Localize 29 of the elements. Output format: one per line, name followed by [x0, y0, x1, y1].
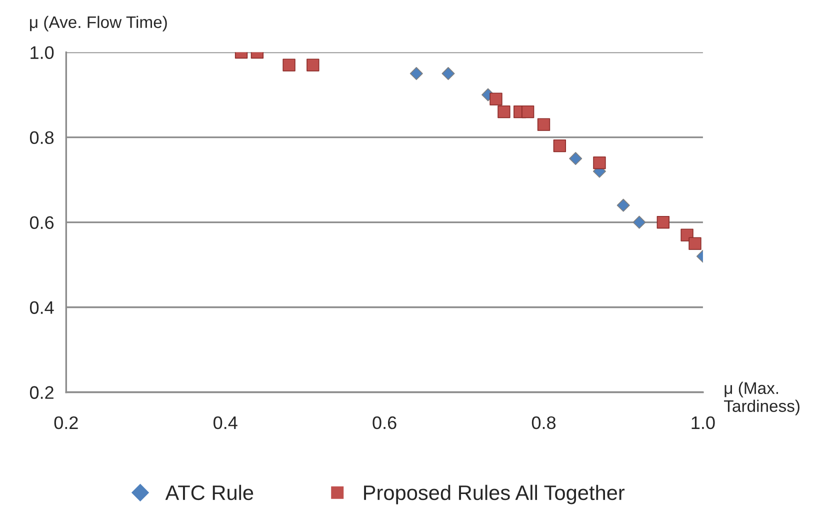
x-tick-label: 0.4	[214, 416, 238, 430]
point	[593, 156, 606, 170]
x-tick-label: 1.0	[692, 416, 715, 430]
y-tick-label: 0.2	[30, 386, 54, 399]
y-tick-label: 0.8	[30, 131, 54, 144]
point	[553, 139, 566, 152]
point	[632, 216, 646, 229]
y-tick-label: 0.4	[30, 301, 54, 314]
x-tick-label: 0.2	[54, 416, 78, 430]
y-axis-title: μ (Ave. Flow Time)	[30, 16, 167, 32]
x-axis-title: μ (Max. Tardiness)	[724, 382, 800, 416]
point	[656, 216, 670, 229]
y-tick-label: 0.6	[30, 216, 54, 229]
point	[306, 58, 320, 72]
point	[688, 237, 702, 250]
point	[410, 67, 423, 80]
point	[537, 118, 550, 131]
point	[521, 105, 534, 118]
legend-label: Proposed Rules All Together	[364, 484, 625, 504]
point	[569, 152, 582, 166]
y-tick-label: 1.0	[30, 46, 54, 60]
x-tick-label: 0.6	[372, 416, 396, 430]
x-tick-label: 0.8	[532, 416, 556, 430]
point	[490, 92, 502, 106]
point	[616, 198, 630, 212]
point	[282, 58, 296, 72]
point	[498, 105, 510, 118]
point	[442, 67, 455, 80]
legend-label: ATC Rule	[165, 484, 254, 500]
